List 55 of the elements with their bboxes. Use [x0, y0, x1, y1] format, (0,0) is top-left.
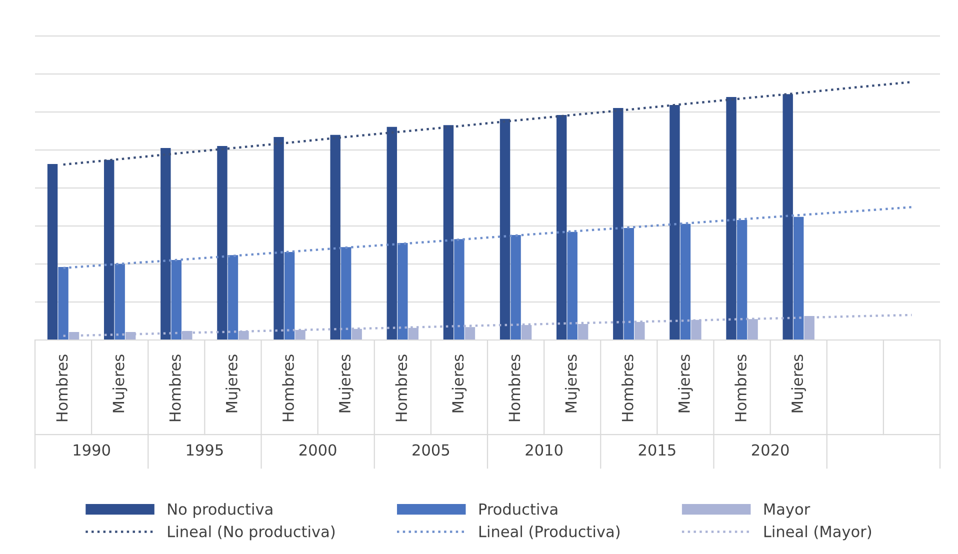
- text: 1995: [186, 444, 223, 456]
- bar: [340, 247, 352, 340]
- bar: [330, 134, 340, 340]
- text: 1990: [74, 444, 110, 456]
- x-tick-label: Mujeres: [791, 354, 806, 412]
- bar: [793, 216, 804, 340]
- x-tick-label: Mujeres: [226, 354, 240, 412]
- bar: [556, 115, 567, 340]
- bar: [284, 252, 295, 340]
- x-tick-label: Hombres: [56, 354, 68, 422]
- legend-label: No productiva: [168, 503, 272, 518]
- x-tick-label: Hombres: [169, 354, 181, 422]
- legend-label: Lineal (Mayor): [764, 525, 872, 540]
- bar: [171, 260, 182, 340]
- bar: [567, 232, 578, 340]
- x-tick-label: Hombres: [622, 354, 634, 422]
- x-tick-label: Mujeres: [678, 354, 693, 412]
- bar: [398, 242, 408, 340]
- legend-label: Productiva: [479, 503, 558, 515]
- x-tick-label: Hombres: [395, 354, 408, 422]
- bar: [217, 146, 228, 340]
- bar: [228, 255, 238, 340]
- bar: [782, 94, 793, 340]
- x-tick-label: Mujeres: [338, 354, 354, 412]
- bar: [58, 266, 68, 340]
- text: 2010: [526, 444, 562, 456]
- legend-label: Mayor: [764, 504, 810, 518]
- text: 2005: [412, 444, 450, 456]
- bar: [47, 164, 58, 340]
- bar: [274, 136, 284, 340]
- bar: [386, 126, 398, 340]
- bar: [454, 239, 464, 340]
- legend-label: Lineal (No productiva): [168, 525, 335, 540]
- x-tick-label: Mujeres: [564, 354, 580, 412]
- bar: [736, 220, 748, 340]
- bar: [680, 224, 691, 340]
- bar: [510, 234, 521, 340]
- bar: [443, 125, 454, 340]
- bar: [624, 228, 634, 340]
- legend-label: Lineal (Productiva): [479, 525, 620, 540]
- text: 2020: [752, 444, 789, 456]
- bar: [114, 264, 125, 340]
- text: 2000: [299, 444, 336, 456]
- x-tick-label: Hombres: [734, 354, 746, 422]
- bar: [160, 148, 171, 340]
- bar: [613, 108, 624, 340]
- bar: [500, 118, 510, 340]
- bar: [104, 160, 114, 340]
- bar: [726, 96, 736, 340]
- x-tick-label: Mujeres: [112, 354, 128, 412]
- text: 2015: [638, 444, 676, 456]
- x-tick-label: Hombres: [282, 354, 294, 422]
- x-tick-label: Mujeres: [452, 354, 467, 412]
- x-tick-label: Hombres: [508, 354, 520, 422]
- bar: [670, 104, 680, 340]
